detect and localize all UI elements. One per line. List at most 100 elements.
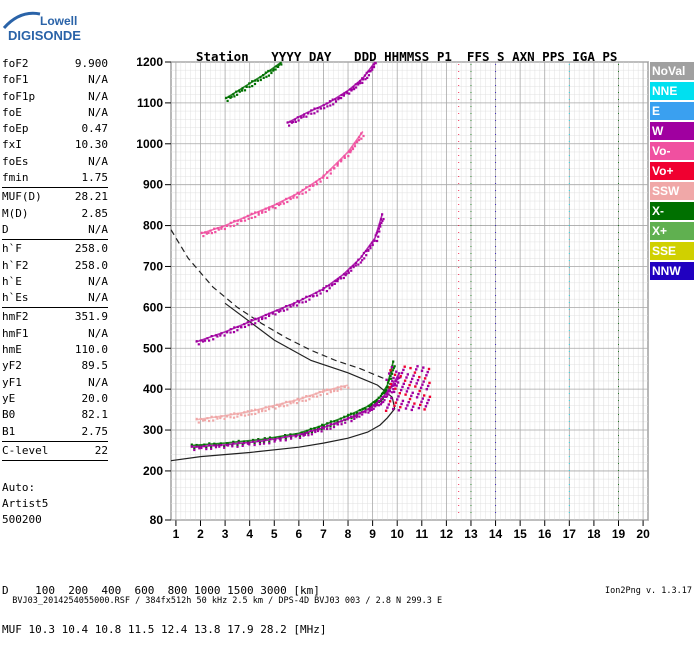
spread-f-echo <box>385 392 389 395</box>
echo-point-first-hop-x <box>320 430 323 433</box>
echo-point-fourth-hop <box>357 83 360 86</box>
echo-point-e-layer-trace <box>301 399 304 402</box>
spread-f-echo <box>396 398 399 401</box>
echo-point-first-hop-o <box>208 442 211 445</box>
echo-point-first-hop-x <box>374 405 377 408</box>
spread-f-echo <box>407 387 410 390</box>
echo-point-third-hop <box>220 227 223 230</box>
version-text: Ion2Png v. 1.3.17 <box>605 586 692 596</box>
x-tick-label: 4 <box>246 527 253 541</box>
param-row-md: M(D) 2.85 <box>2 206 108 222</box>
echo-point-e-layer-trace <box>333 389 336 393</box>
echo-point-second-hop <box>247 324 250 327</box>
param-row-yf2: yF2 89.5 <box>2 358 108 374</box>
echo-point-second-hop <box>212 338 215 341</box>
echo-point-third-hop <box>356 141 359 144</box>
echo-point-fourth-hop <box>329 104 332 107</box>
echo-point-first-hop-o <box>379 399 382 403</box>
echo-point-third-hop <box>292 196 295 199</box>
param-value: N/A <box>88 89 108 103</box>
echo-point-third-hop <box>340 160 343 163</box>
param-name: h`Es <box>2 291 29 305</box>
spread-f-echo <box>427 384 430 388</box>
echo-point-second-hop <box>361 259 364 262</box>
spread-f-echo <box>397 395 400 398</box>
echo-point-first-hop-x <box>231 445 234 448</box>
echo-point-first-hop-x <box>193 448 196 452</box>
spread-f-echo <box>408 383 411 387</box>
echo-point-third-hop <box>362 134 365 138</box>
echo-point-first-hop-x <box>372 407 375 410</box>
echo-point-e-layer-trace <box>208 419 211 423</box>
y-tick-label: 700 <box>143 259 163 273</box>
echo-point-fourth-hop <box>302 115 305 118</box>
echo-point-first-hop-o <box>241 443 244 446</box>
param-value: 258.0 <box>74 242 108 256</box>
echo-point-fourth-hop <box>313 112 316 115</box>
x-tick-label: 1 <box>173 527 180 541</box>
echo-point-first-hop-x <box>397 376 400 380</box>
echo-point-first-hop-x <box>298 436 302 439</box>
x-tick-label: 17 <box>563 527 577 541</box>
echo-point-first-hop-x <box>190 445 193 448</box>
echo-point-first-hop-o <box>298 435 302 438</box>
echo-point-first-hop-x <box>218 445 221 448</box>
echo-point-first-hop-o <box>284 437 287 440</box>
echo-point-first-hop-x <box>262 442 266 445</box>
echo-point-first-hop-x <box>379 403 382 406</box>
echo-point-third-hop <box>223 227 226 231</box>
param-name: hmE <box>2 343 22 357</box>
param-value: 28.21 <box>74 190 108 204</box>
spread-f-echo <box>386 406 389 409</box>
param-name: foF2 <box>2 57 29 70</box>
echo-point-fourth-hop <box>372 66 376 69</box>
spread-f-echo <box>415 368 418 371</box>
echo-point-first-hop-x <box>385 395 389 398</box>
legend-item-w: W <box>650 122 694 140</box>
echo-point-fourth-hop <box>294 120 297 123</box>
ionogram-plot: 1 2 3 4 5 6 7 8 9 10 11 12 13 14 15 16 17 18 19 20802003004… <box>136 55 650 541</box>
echo-point-first-hop-o <box>320 428 323 431</box>
echo-point-second-hop <box>369 245 372 248</box>
echo-point-e-layer-trace <box>315 395 319 398</box>
echo-point-first-hop-o <box>237 439 240 442</box>
echo-point-first-hop-x <box>367 411 370 414</box>
legend-item-nnw: NNW <box>650 262 694 280</box>
legend-item-noval: NoVal <box>650 62 694 80</box>
spread-f-echo <box>425 374 428 377</box>
echo-point-third-hop <box>304 191 307 194</box>
echo-point-e-layer-trace <box>243 414 247 417</box>
echo-point-first-hop-x <box>329 427 332 430</box>
echo-point-first-hop-x <box>326 427 329 431</box>
spread-f-echo <box>409 366 412 370</box>
x-tick-label: 10 <box>391 527 405 541</box>
spread-f-echo <box>422 380 425 383</box>
legend-item-x: X+ <box>650 222 694 240</box>
echo-point-second-hop <box>319 292 322 295</box>
x-tick-label: 8 <box>345 527 352 541</box>
spread-f-echo <box>406 373 409 376</box>
echo-point-second-hop <box>278 310 281 313</box>
param-name: foEp <box>2 122 29 136</box>
echo-point-first-hop-x <box>290 437 293 440</box>
x-tick-label: 6 <box>296 527 303 541</box>
echo-point-third-hop <box>315 183 319 186</box>
echo-point-top-hop <box>274 68 277 71</box>
echo-point-second-hop <box>298 301 301 304</box>
echo-point-top-hop <box>267 74 270 77</box>
echo-point-second-hop <box>345 272 348 275</box>
auto-code: 500200 <box>2 513 42 526</box>
legend-item-vo: Vo- <box>650 142 694 160</box>
spread-f-echo <box>399 375 402 378</box>
echo-point-second-hop <box>208 339 211 342</box>
spread-f-echo <box>417 406 421 410</box>
echo-point-third-hop <box>274 207 277 210</box>
echo-point-second-hop <box>254 322 257 325</box>
echo-point-top-hop <box>248 85 251 88</box>
echo-point-second-hop <box>380 222 383 225</box>
echo-point-third-hop <box>298 192 301 195</box>
param-name: yF2 <box>2 359 22 373</box>
echo-point-first-hop-x <box>336 423 340 426</box>
spread-f-echo <box>427 367 431 371</box>
y-tick-label: 80 <box>150 513 164 527</box>
